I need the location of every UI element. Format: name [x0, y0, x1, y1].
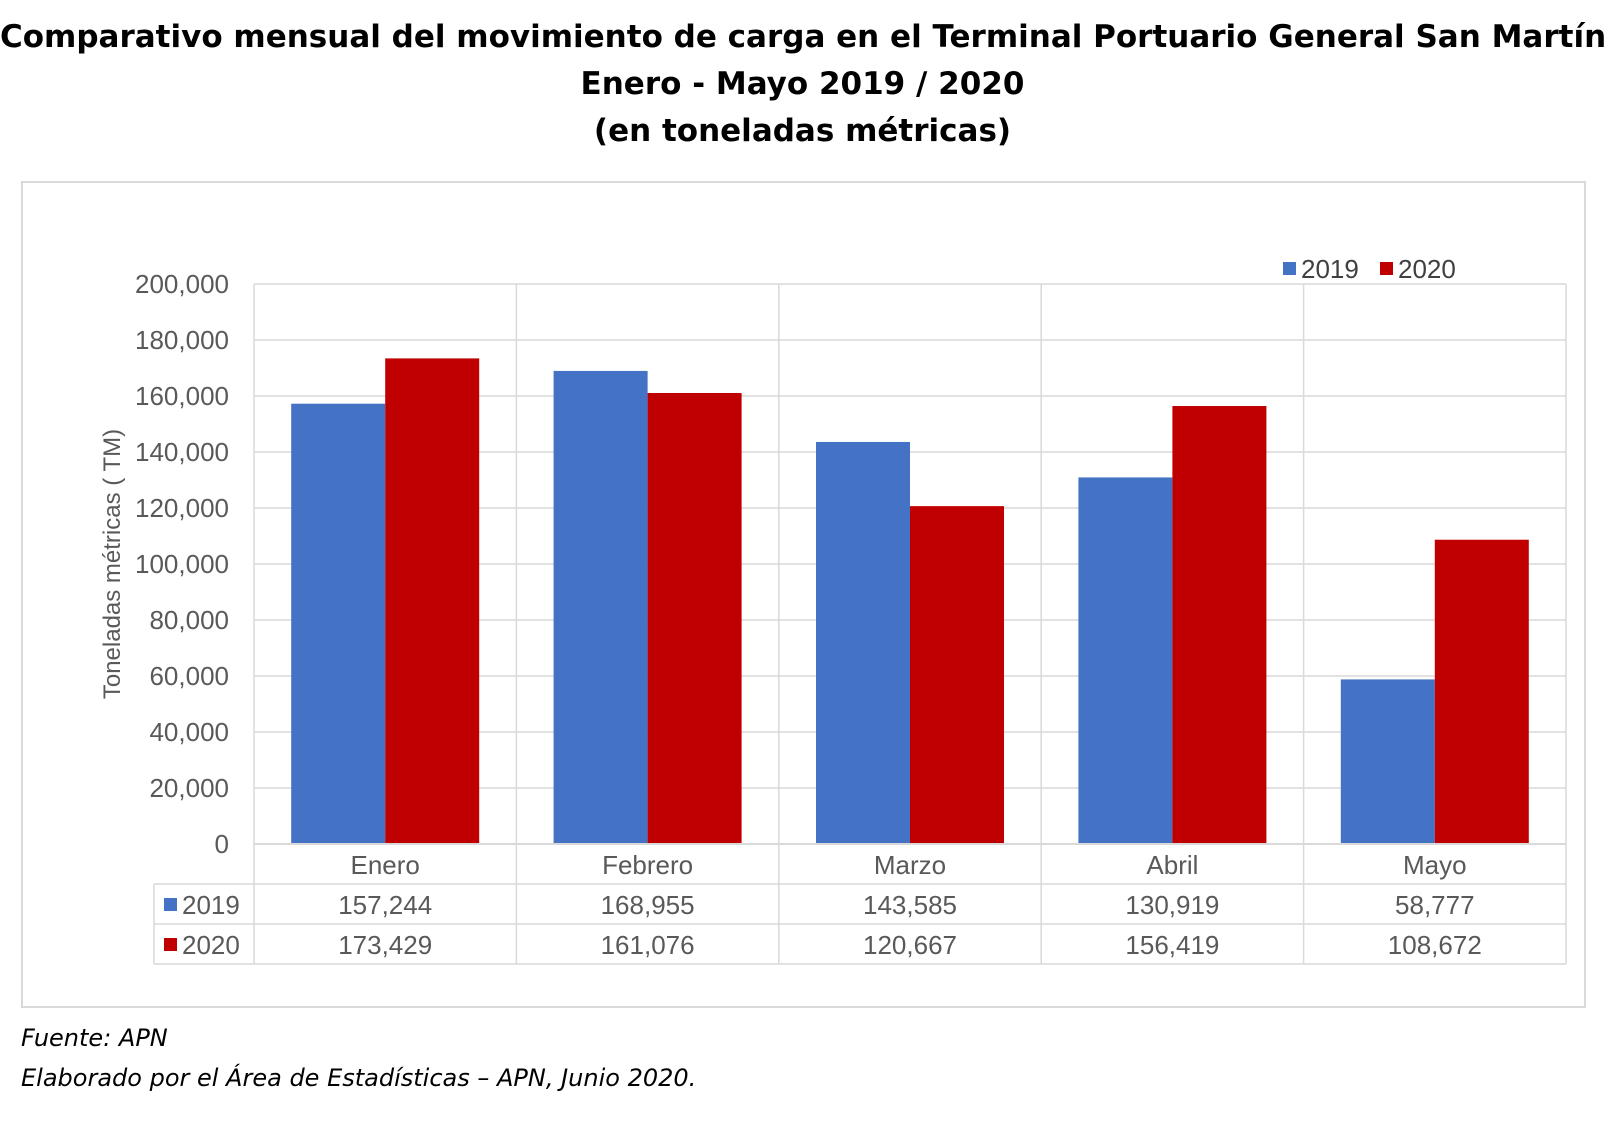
- bar-2019-mayo: [1340, 679, 1435, 844]
- x-tick-label: Febrero: [602, 850, 693, 880]
- credit-note: Elaborado por el Área de Estadísticas – …: [21, 1064, 697, 1092]
- bar-2020-abril: [1172, 406, 1267, 844]
- bar-2020-enero: [385, 358, 480, 844]
- y-tick-label: 100,000: [135, 549, 229, 579]
- data-label: 58,777: [1395, 890, 1475, 920]
- bar-2020-febrero: [647, 392, 742, 844]
- y-tick-label: 80,000: [149, 605, 229, 635]
- data-label: 168,955: [601, 890, 695, 920]
- bar-2019-febrero: [553, 370, 648, 844]
- table-series-name: 2020: [182, 930, 240, 960]
- x-tick-label: Enero: [351, 850, 420, 880]
- data-label: 108,672: [1388, 930, 1482, 960]
- bars: [291, 358, 1529, 844]
- bar-2020-marzo: [910, 506, 1004, 844]
- table-legend-key-2020: [164, 938, 177, 951]
- title-line-3: (en toneladas métricas): [593, 113, 1012, 149]
- legend-key-2020: [1380, 262, 1393, 275]
- x-tick-label: Mayo: [1403, 850, 1467, 880]
- y-tick-label: 160,000: [135, 381, 229, 411]
- source-note: Fuente: APN: [21, 1024, 168, 1052]
- x-tick-label: Marzo: [874, 850, 946, 880]
- table-series-name: 2019: [182, 890, 240, 920]
- axes: 0 20,000 40,000 60,000 80,000 100,000 120,000 1…: [99, 269, 1566, 859]
- legend-label-2019: 2019: [1301, 254, 1359, 284]
- data-label: 173,429: [338, 930, 432, 960]
- y-tick-label: 120,000: [135, 493, 229, 523]
- data-label: 120,667: [863, 930, 957, 960]
- data-label: 130,919: [1125, 890, 1219, 920]
- title-line-2: Enero - Mayo 2019 / 2020: [580, 66, 1025, 102]
- bar-2019-abril: [1078, 477, 1173, 844]
- y-tick-label: 40,000: [149, 717, 229, 747]
- legend: 2019 2020: [1283, 254, 1456, 284]
- title-line-1: Comparativo mensual del movimiento de ca…: [0, 19, 1605, 55]
- y-tick-label: 140,000: [135, 437, 229, 467]
- table-legend-key-2019: [164, 898, 177, 911]
- data-table: Enero Febrero Marzo Abril Mayo 2019 157,244 168…: [153, 844, 1567, 965]
- y-tick-label: 0: [215, 829, 229, 859]
- y-axis-title: Toneladas métricas ( TM): [99, 429, 126, 699]
- chart-title: Comparativo mensual del movimiento de ca…: [0, 14, 1605, 155]
- y-tick-label: 60,000: [149, 661, 229, 691]
- y-tick-label: 200,000: [135, 269, 229, 299]
- data-label: 157,244: [338, 890, 432, 920]
- legend-key-2019: [1283, 262, 1296, 275]
- y-tick-label: 20,000: [149, 773, 229, 803]
- data-label: 143,585: [863, 890, 957, 920]
- bar-2020-mayo: [1434, 539, 1529, 844]
- y-tick-label: 180,000: [135, 325, 229, 355]
- legend-label-2020: 2020: [1398, 254, 1456, 284]
- x-tick-label: Abril: [1146, 850, 1198, 880]
- bar-2019-marzo: [816, 441, 910, 844]
- data-label: 156,419: [1125, 930, 1219, 960]
- bar-2019-enero: [291, 403, 386, 844]
- data-label: 161,076: [601, 930, 695, 960]
- chart-frame: [21, 181, 1586, 1008]
